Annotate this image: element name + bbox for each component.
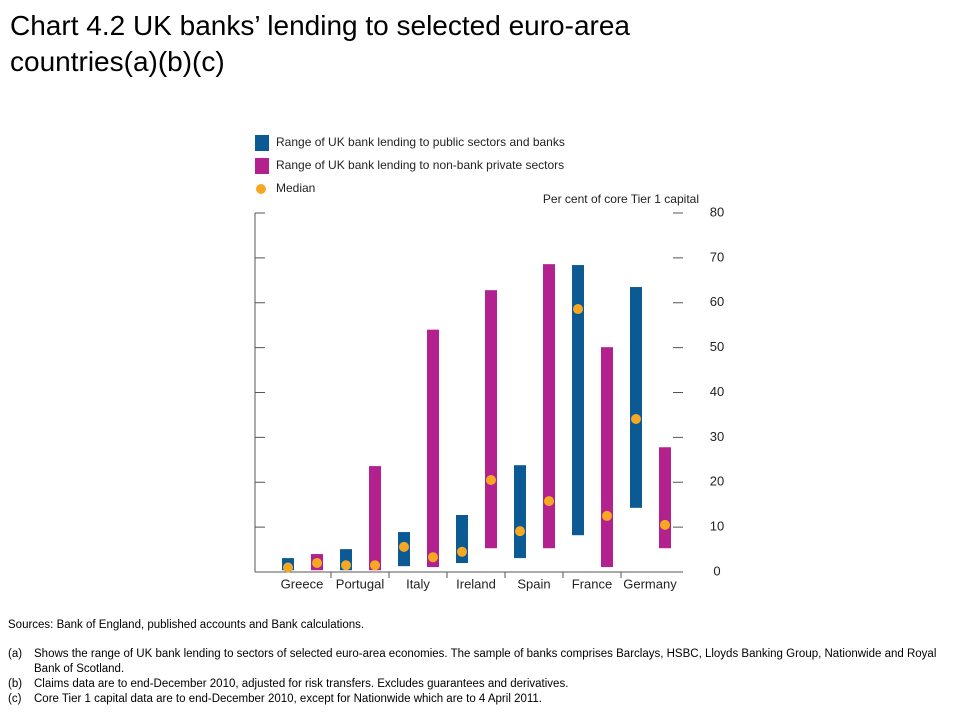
x-tick-label: France	[572, 576, 612, 591]
x-tick-label: Germany	[623, 576, 677, 591]
legend-swatch	[256, 184, 266, 194]
x-tick-label: Italy	[406, 576, 430, 591]
chart-title: Chart 4.2 UK banks’ lending to selected …	[10, 10, 630, 77]
x-tick-label: Portugal	[336, 576, 385, 591]
y-axis-label: Per cent of core Tier 1 capital	[543, 192, 699, 206]
y-tick-label: 40	[710, 384, 724, 399]
median-dot	[515, 526, 525, 537]
y-tick-label: 10	[710, 519, 724, 534]
legend-label: Range of UK bank lending to public secto…	[276, 135, 565, 149]
median-dot	[573, 304, 583, 315]
range-bar	[514, 465, 526, 559]
y-tick-label: 0	[713, 563, 720, 578]
median-dot	[312, 558, 322, 569]
median-dot	[486, 475, 496, 486]
median-dot	[660, 519, 670, 530]
x-tick-label: Greece	[281, 576, 324, 591]
legend-label: Range of UK bank lending to non-bank pri…	[276, 158, 564, 172]
y-tick-label: 80	[710, 204, 724, 219]
y-tick-label: 60	[710, 294, 724, 309]
y-tick-label: 20	[710, 474, 724, 489]
median-dot	[602, 510, 612, 521]
footnote-marker: (b)	[8, 678, 23, 690]
range-bar	[572, 265, 584, 536]
range-bar	[427, 329, 439, 568]
footnote-marker: (a)	[8, 648, 23, 660]
median-dot	[631, 413, 641, 424]
footnote: (a) Shows the range of UK bank lending to…	[8, 647, 953, 677]
range-bar	[601, 347, 613, 568]
sources: Sources: Bank of England, published acco…	[8, 619, 365, 631]
median-dot	[370, 560, 380, 571]
y-tick-label: 30	[710, 429, 724, 444]
footnote-text: Claims data are to end-December 2010, ad…	[34, 678, 569, 690]
median-dot	[544, 496, 554, 507]
x-tick-label: Spain	[517, 576, 550, 591]
legend-swatch	[255, 135, 269, 151]
y-tick-label: 50	[710, 339, 724, 354]
legend-swatch	[255, 158, 269, 174]
footnote-text: Core Tier 1 capital data are to end-Dece…	[34, 693, 542, 705]
footnote-text: Shows the range of UK bank lending to se…	[34, 648, 937, 675]
footnote: (b) Claims data are to end-December 2010,…	[8, 677, 953, 692]
range-bar	[369, 466, 381, 571]
median-dot	[399, 541, 409, 552]
median-dot	[283, 562, 293, 573]
range-bar	[543, 264, 555, 549]
range-bar	[659, 447, 671, 549]
median-dot	[457, 546, 467, 557]
median-dot	[428, 552, 438, 563]
range-bar	[485, 290, 497, 549]
x-tick-label: Ireland	[456, 576, 496, 591]
range-bar	[630, 287, 642, 508]
y-tick-label: 70	[710, 249, 724, 264]
chart: Range of UK bank lending to public secto…	[254, 135, 724, 591]
footnote-marker: (c)	[8, 693, 22, 705]
footnote: (c) Core Tier 1 capital data are to end-D…	[8, 692, 953, 707]
footnotes: Sources: Bank of England, published acco…	[8, 618, 953, 707]
median-dot	[341, 560, 351, 571]
legend-label: Median	[276, 181, 315, 195]
